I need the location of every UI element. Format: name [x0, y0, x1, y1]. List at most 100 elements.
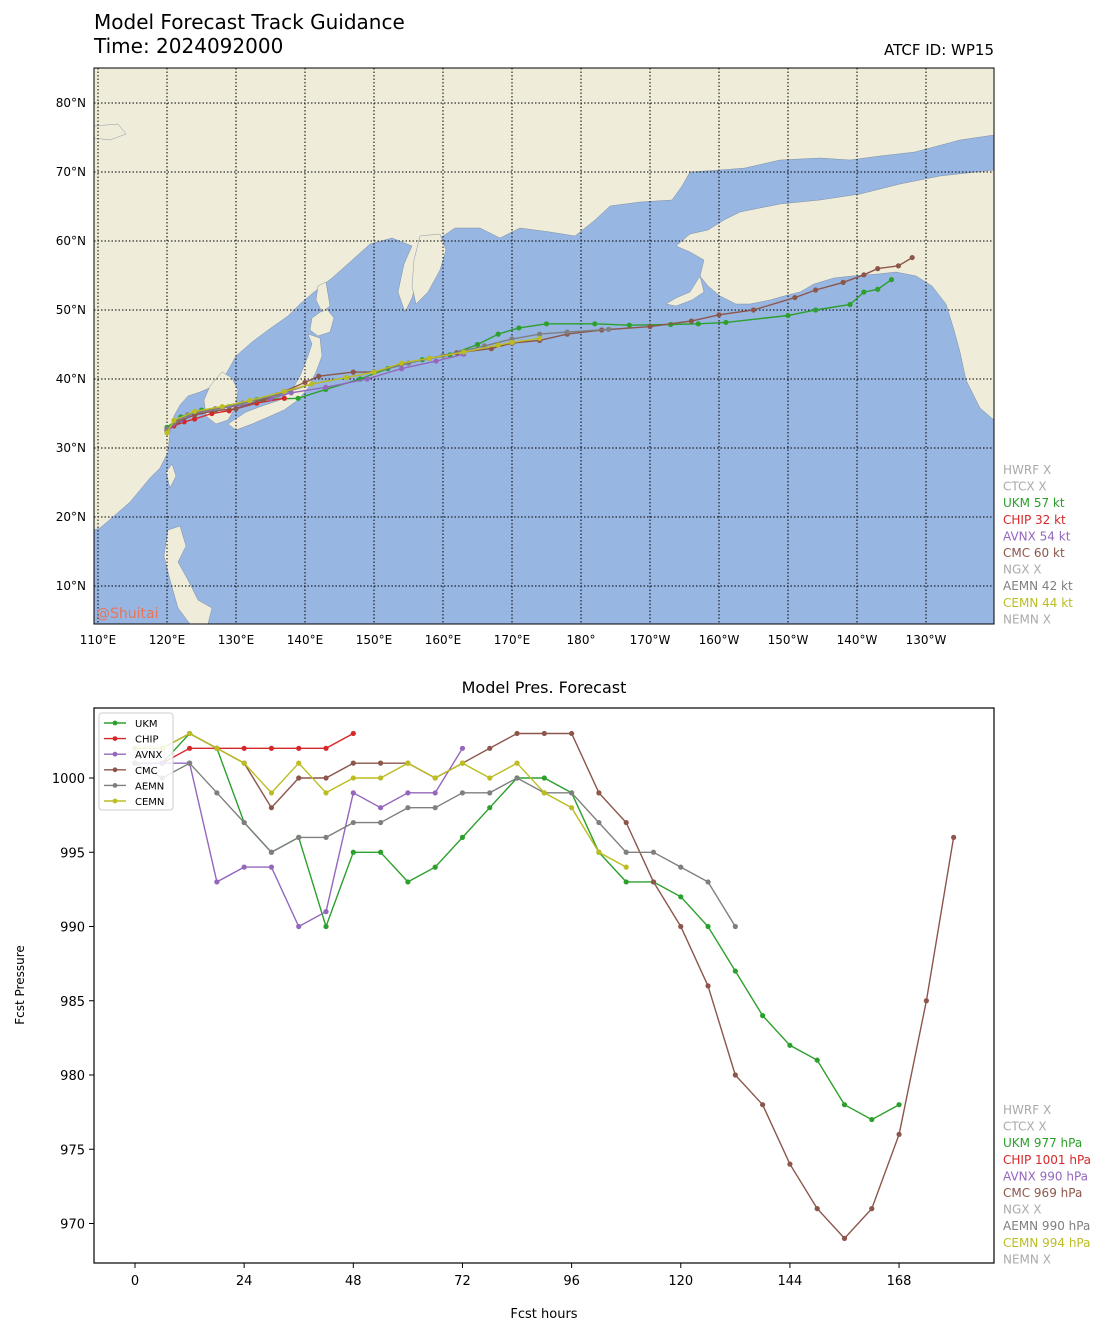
- point-cmc: [650, 879, 657, 885]
- track-point-cemn: [426, 355, 432, 361]
- pressure-legend-entry: NEMN X: [1003, 1252, 1051, 1266]
- y-tick-label: 1000: [52, 772, 85, 787]
- pressure-inner-legend: UKM CHIP AVNX CMC AEMN CEMN: [98, 712, 174, 811]
- pressure-legend-entry: CEMN 994 hPa: [1003, 1236, 1090, 1250]
- track-point-cmc: [316, 373, 322, 379]
- longitude-label: 140°E: [287, 633, 324, 647]
- land-kamchatka: [411, 233, 447, 305]
- point-aemn: [459, 790, 466, 796]
- x-tick-label: 120: [668, 1274, 693, 1289]
- longitude-label: 130°E: [218, 633, 255, 647]
- pressure-xlabel: Fcst hours: [510, 1307, 577, 1322]
- point-avnx: [350, 790, 356, 796]
- land-sakhalin: [315, 281, 331, 313]
- point-ukm: [814, 1057, 820, 1063]
- point-chip: [323, 745, 329, 751]
- point-cemn: [514, 760, 520, 766]
- point-ukm: [678, 894, 684, 900]
- track-point-ukm: [295, 395, 301, 401]
- point-aemn: [487, 790, 493, 796]
- inner-legend-label: UKM: [135, 719, 158, 730]
- latitude-label: 10°N: [56, 579, 86, 593]
- point-aemn: [569, 790, 575, 796]
- track-point-cmc: [792, 294, 798, 301]
- pressure-legend-entry: NGX X: [1003, 1203, 1042, 1217]
- track-point-cmc: [688, 318, 695, 324]
- longitude-label: 170°W: [630, 633, 671, 647]
- point-aemn: [650, 849, 657, 855]
- pressure-legend-entry: HWRF X: [1003, 1103, 1051, 1117]
- map-legend-entry: AVNX 54 kt: [1003, 529, 1071, 543]
- map-legend-entry: NGX X: [1003, 563, 1042, 577]
- track-point-ukm: [695, 321, 701, 327]
- chart-title: Model Forecast Track Guidance: [94, 10, 405, 34]
- point-cemn: [268, 790, 275, 796]
- track-avnx: [166, 353, 464, 432]
- point-cemn: [405, 760, 411, 766]
- point-ukm: [405, 879, 411, 885]
- point-ukm: [869, 1116, 875, 1123]
- point-cmc: [596, 790, 602, 796]
- latitude-label: 50°N: [56, 303, 86, 317]
- point-ukm: [705, 923, 711, 930]
- point-cmc: [814, 1206, 820, 1212]
- pressure-legend-entry: CHIP 1001 hPa: [1003, 1153, 1091, 1167]
- track-point-cemn: [219, 404, 225, 410]
- track-point-cmc: [233, 406, 239, 412]
- point-avnx: [432, 790, 438, 796]
- longitude-labels: 110°E 120°E 130°E 140°E 150°E 160°E 170°E 180° 1…: [80, 633, 947, 647]
- point-aemn: [241, 819, 247, 826]
- track-point-cmc: [302, 379, 308, 386]
- track-point-avnx: [323, 384, 329, 390]
- longitude-label: 180°: [567, 633, 596, 647]
- point-cemn: [459, 760, 466, 766]
- track-lines: [164, 254, 915, 436]
- point-cemn: [214, 745, 220, 751]
- point-avnx: [214, 879, 220, 885]
- longitude-label: 170°E: [494, 633, 531, 647]
- y-tick-label: 990: [60, 921, 85, 936]
- point-aemn: [705, 879, 711, 885]
- track-point-avnx: [364, 376, 370, 382]
- x-tick-label: 144: [777, 1274, 802, 1289]
- point-cmc: [896, 1131, 902, 1137]
- inner-legend-marker: [112, 736, 118, 741]
- map-watermark: @Shuitai: [96, 606, 158, 622]
- map-side-legend: HWRF X CTCX X UKM 57 kt CHIP 32 kt AVNX 54 k…: [1003, 463, 1073, 626]
- map-legend-entry: CEMN 44 kt: [1003, 596, 1073, 610]
- point-ukm: [896, 1102, 902, 1108]
- longitude-label: 120°E: [149, 633, 186, 647]
- track-point-cmc: [647, 323, 653, 330]
- track-point-cemn: [461, 349, 467, 355]
- point-cemn: [623, 864, 629, 870]
- point-cmc: [541, 730, 547, 737]
- track-point-avnx: [399, 366, 405, 372]
- map-gridlines: [94, 68, 994, 624]
- point-cemn: [296, 760, 302, 766]
- point-ukm: [487, 805, 493, 811]
- latitude-label: 60°N: [56, 234, 86, 248]
- point-chip: [241, 745, 247, 751]
- y-tick-label: 970: [60, 1218, 85, 1233]
- point-cmc: [787, 1161, 793, 1167]
- point-aemn: [596, 819, 602, 826]
- track-point-ukm: [543, 321, 550, 327]
- track-point-cemn: [371, 369, 377, 375]
- point-cmc: [514, 730, 520, 737]
- point-cmc: [760, 1102, 766, 1108]
- map-border: [93, 67, 995, 625]
- y-tick-label: 975: [60, 1143, 85, 1158]
- track-point-ukm: [626, 322, 632, 328]
- y-tick-label: 995: [60, 846, 85, 861]
- point-avnx: [377, 805, 384, 811]
- point-cmc: [732, 1072, 738, 1078]
- point-cemn: [241, 760, 247, 766]
- longitude-label: 110°E: [80, 633, 117, 647]
- inner-legend-marker: [112, 783, 118, 788]
- track-point-cmc: [840, 279, 846, 285]
- point-aemn: [678, 864, 684, 870]
- forecast-time: Time: 2024092000: [94, 34, 284, 58]
- land-alaska-peninsula: [665, 275, 705, 307]
- pressure-chart-title: Model Pres. Forecast: [462, 678, 627, 697]
- point-aemn: [405, 805, 411, 811]
